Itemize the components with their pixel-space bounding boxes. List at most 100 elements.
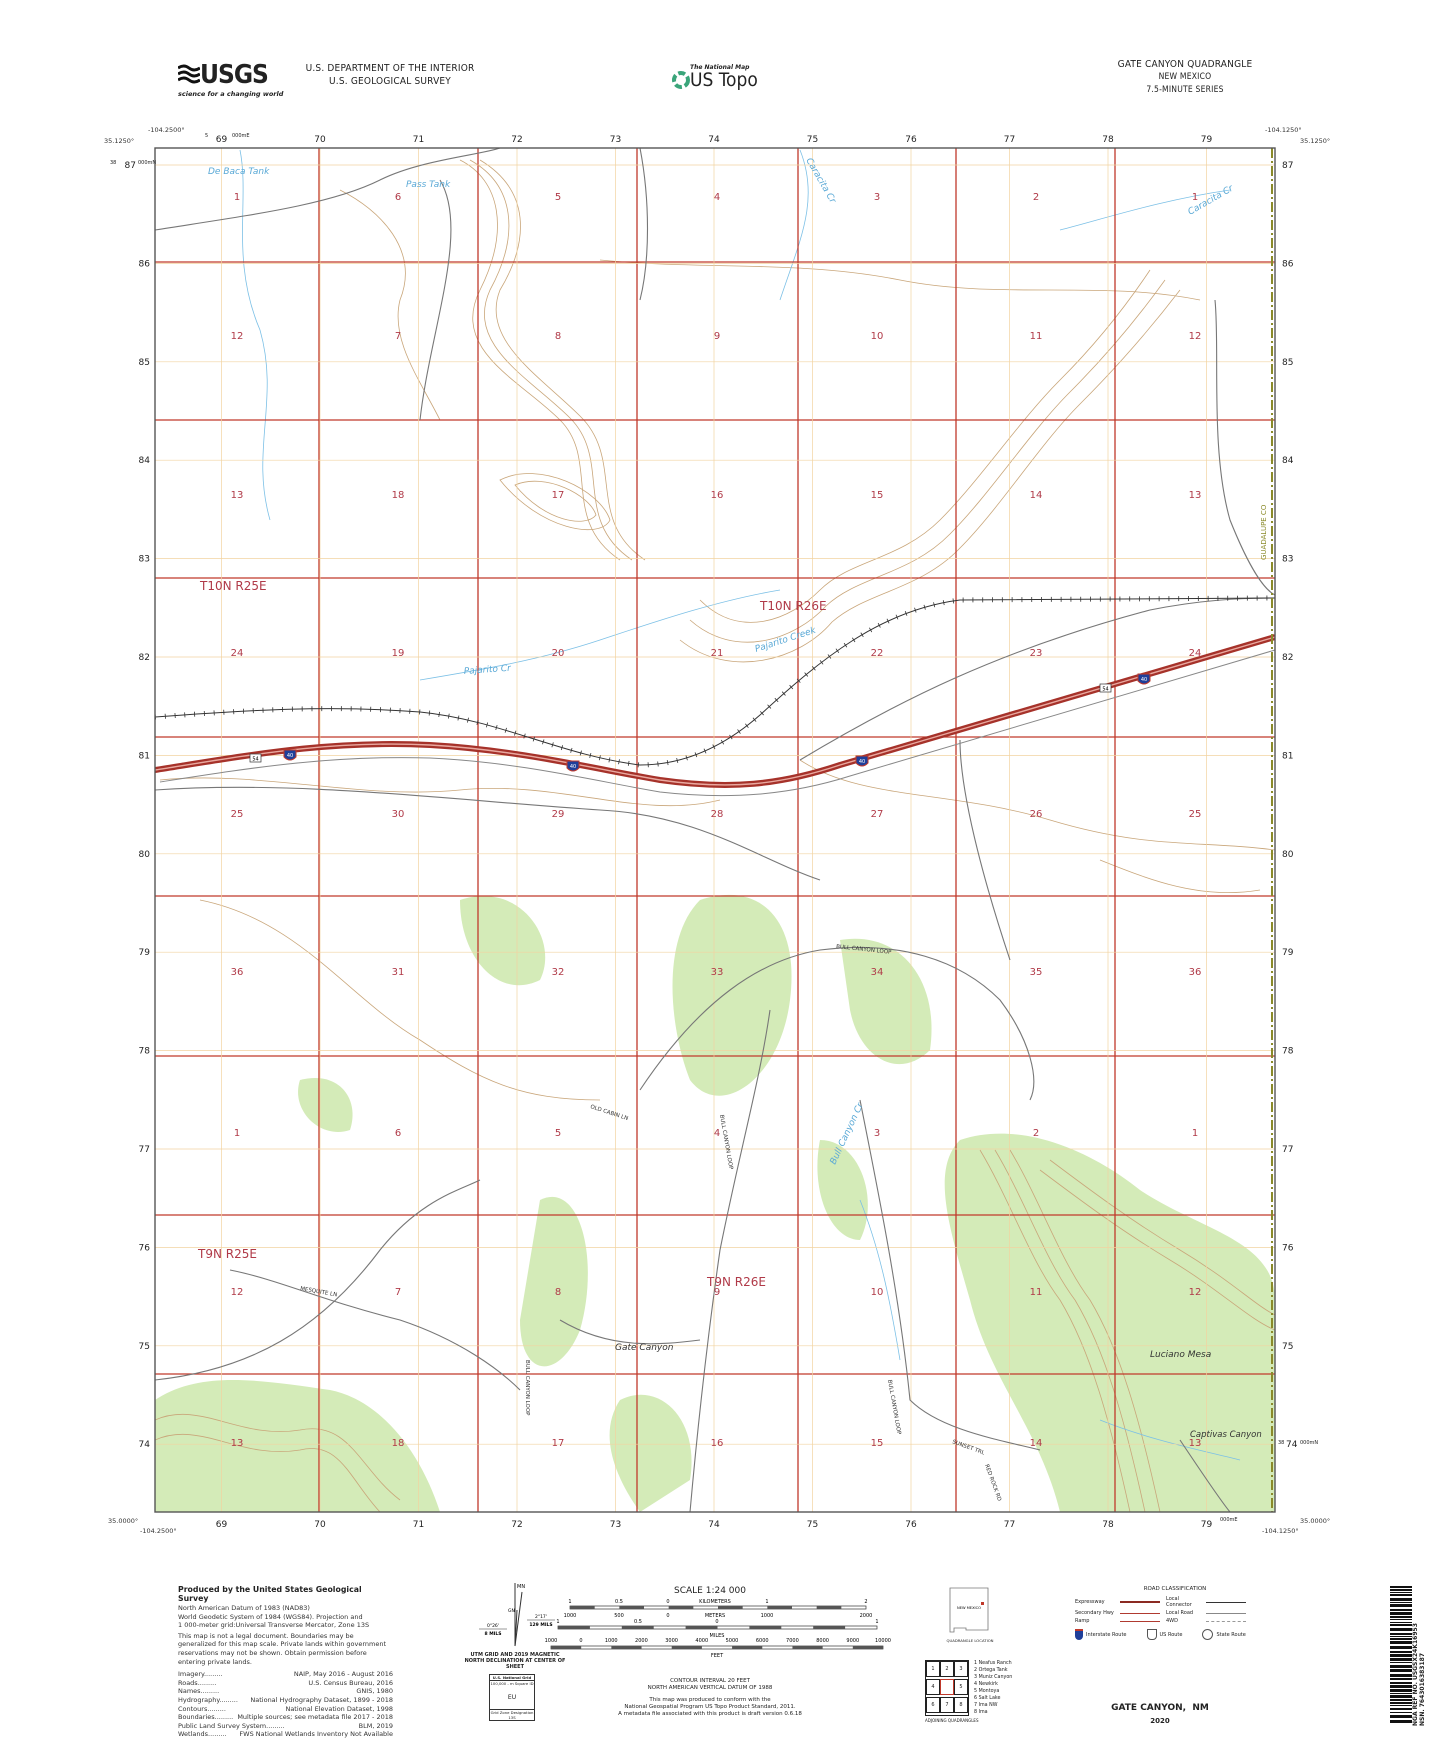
- utm-northing-label: 78: [139, 1047, 151, 1057]
- vegetation-areas: [155, 894, 1275, 1512]
- barcode-bar: [1390, 1685, 1412, 1688]
- state-label: NEW MEXICO: [957, 1606, 981, 1610]
- utm-northing-label: 80: [1282, 850, 1294, 860]
- township-labels: T10N R25E T10N R26E T9N R25E T9N R26E: [197, 579, 827, 1289]
- de-baca-tank-label: De Baca Tank: [208, 167, 270, 177]
- section-number: 32: [552, 967, 565, 978]
- legend-local-connector: Local Connector: [1166, 1596, 1192, 1608]
- quad-state: NEW MEXICO: [1158, 72, 1212, 82]
- datum-line: North American Datum of 1983 (NAD83): [178, 1604, 310, 1612]
- us-route-shield-label: 54: [252, 757, 258, 763]
- scale-bar-segment: [619, 1606, 644, 1609]
- corner-lat-label: 35.1250°: [1300, 137, 1330, 145]
- gate-canyon-label: Gate Canyon: [615, 1343, 674, 1353]
- utm-easting-label: 79: [1201, 135, 1213, 145]
- scale-bar-segment: [668, 1606, 694, 1609]
- utm-easting-label: 73: [610, 1520, 621, 1530]
- section-number: 21: [711, 648, 724, 659]
- meter-tick-label: 1000: [564, 1613, 577, 1619]
- barcode-bar: [1390, 1638, 1412, 1640]
- captivas-canyon-label: Captivas Canyon: [1190, 1430, 1262, 1440]
- adjoining-quad-cell: 5: [954, 1679, 968, 1695]
- usgs-wordmark: USGS: [200, 60, 269, 90]
- scale-bar-segment: [621, 1626, 654, 1629]
- us-route-shield: 54: [249, 753, 262, 763]
- credit-row: Contours......... National Elevation Data…: [178, 1705, 393, 1714]
- section-number: 1: [234, 1128, 240, 1139]
- location-caption: QUADRANGLE LOCATION: [946, 1638, 994, 1643]
- scale-bar-segment: [852, 1646, 883, 1649]
- national-map-label: The National Map: [690, 64, 750, 71]
- utm-easting-label: 69: [216, 1520, 228, 1530]
- usng-title: U.S. National Grid: [490, 1675, 534, 1681]
- utm-easting-suffix: 000mE: [1220, 1517, 1238, 1523]
- scale-bar-segment: [732, 1646, 763, 1649]
- producer-title: Produced by the United States Geological…: [178, 1585, 362, 1603]
- adjoining-quad-cell: 4: [926, 1679, 940, 1695]
- section-number: 16: [711, 1438, 724, 1449]
- contour-lines: [155, 159, 1275, 1512]
- interstate-shield: 40: [855, 755, 869, 767]
- utm-easting-label: 70: [314, 1520, 326, 1530]
- streams: [239, 149, 1241, 1461]
- barcode-bar: [1390, 1586, 1412, 1588]
- utm-northing-label: 82: [1282, 653, 1293, 663]
- credit-row: Roads......... U.S. Census Bureau, 2016: [178, 1679, 393, 1688]
- source-credits: Imagery......... NAIP, May 2016 - August …: [178, 1670, 393, 1739]
- utm-easting-label: 77: [1004, 135, 1015, 145]
- utm-label-suffixes: 5 000mE 000mE 38 000mN 38 000mN: [110, 133, 1318, 1523]
- scale-bar-segment: [558, 1626, 590, 1629]
- credit-source: National Elevation Dataset, 1998: [285, 1704, 393, 1713]
- legend-ramp-line: [1120, 1620, 1160, 1622]
- utm-easting-label: 72: [511, 1520, 522, 1530]
- us-topo-label: US Topo: [690, 69, 758, 91]
- barcode-bar: [1390, 1702, 1412, 1704]
- adjoining-quad-name: 4 Newkirk: [974, 1682, 998, 1687]
- barcode-bar: [1390, 1602, 1412, 1603]
- scale-bar-segment: [792, 1646, 823, 1649]
- feet-tick-label: 1000: [545, 1638, 558, 1644]
- credit-label: Imagery.........: [178, 1670, 223, 1679]
- section-number: 3: [874, 192, 880, 203]
- utm-northing-label: 74: [1286, 1440, 1298, 1450]
- us-topo-logo: The National Map US Topo: [672, 64, 758, 91]
- legend-secondary-line: [1120, 1612, 1160, 1614]
- credit-source: FWS National Wetlands Inventory Not Avai…: [239, 1730, 393, 1739]
- quadrangle-location: NEW MEXICO QUADRANGLE LOCATION: [940, 1586, 1010, 1643]
- mile-tick-label: 0: [715, 1619, 718, 1625]
- utm-northing-prefix: 38: [1278, 1440, 1284, 1446]
- road-legend-title: ROAD CLASSIFICATION: [1143, 1586, 1207, 1592]
- section-number: 35: [1030, 967, 1043, 978]
- barcode-bar: [1390, 1699, 1412, 1701]
- conform-line: National Geospatial Program US Topo Prod…: [624, 1704, 796, 1710]
- barcode-bar: [1390, 1641, 1412, 1644]
- sheet-title-block: GATE CANYON, NM 2020: [1090, 1703, 1230, 1725]
- legend-local-road: Local Road: [1166, 1610, 1194, 1616]
- new-mexico-outline: NEW MEXICO: [949, 1587, 989, 1633]
- grid-angle: 0°26': [487, 1623, 499, 1629]
- utm-northing-label: 79: [1282, 948, 1294, 958]
- utm-easting-label: 74: [708, 1520, 720, 1530]
- adjoining-quad-name: 5 Montoya: [974, 1689, 1000, 1694]
- utm-northing-label: 76: [139, 1243, 151, 1253]
- mile-unit-label: MILES: [710, 1633, 725, 1639]
- utm-northing-label: 87: [1282, 161, 1293, 171]
- utm-northing-label: 84: [139, 456, 151, 466]
- km-tick-label: 1: [568, 1599, 571, 1605]
- feet-tick-label: 9000: [846, 1638, 859, 1644]
- credit-row: Public Land Survey System......... BLM, 2…: [178, 1722, 393, 1731]
- barcode-bars: [1390, 1586, 1412, 1723]
- credit-row: Hydrography......... National Hydrography…: [178, 1696, 393, 1705]
- section-number: 2: [1033, 192, 1039, 203]
- legal-disclaimer: This map is not a legal document. Bounda…: [178, 1631, 387, 1666]
- us-route-shield-label: 54: [1102, 687, 1108, 693]
- quad-title: GATE CANYON QUADRANGLE: [1117, 59, 1253, 70]
- interstate-shield: 40: [566, 760, 580, 772]
- section-number: 15: [871, 490, 884, 501]
- contour-interval: CONTOUR INTERVAL 20 FEET: [670, 1678, 750, 1684]
- section-number: 7: [395, 331, 401, 342]
- section-number: 8: [555, 1287, 561, 1298]
- credit-label: Wetlands.........: [178, 1730, 227, 1739]
